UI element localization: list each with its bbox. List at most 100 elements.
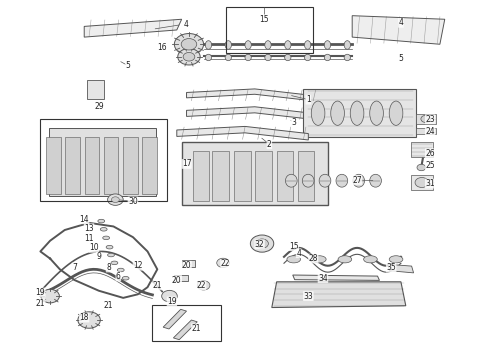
Ellipse shape [106,246,113,249]
Text: 21: 21 [152,281,162,290]
Ellipse shape [122,276,129,280]
Bar [297,152,314,202]
Text: 14: 14 [79,215,89,224]
Bar [104,137,119,194]
Circle shape [178,49,200,65]
Ellipse shape [117,268,124,272]
Ellipse shape [245,54,251,61]
Text: 22: 22 [221,260,230,269]
Ellipse shape [389,256,403,263]
Ellipse shape [338,256,352,263]
Bar [212,152,229,202]
Circle shape [415,177,429,188]
Ellipse shape [336,174,348,187]
Text: 26: 26 [425,149,435,158]
Bar [46,137,61,194]
Ellipse shape [225,41,231,49]
Polygon shape [388,264,414,273]
Ellipse shape [353,174,365,187]
Polygon shape [352,16,445,44]
Bar [225,7,313,53]
Bar [49,128,156,196]
Bar [85,137,99,194]
Circle shape [417,164,426,171]
Bar [174,275,188,281]
Bar [193,152,209,202]
Circle shape [421,115,431,122]
Polygon shape [272,282,406,307]
Ellipse shape [287,256,300,263]
Ellipse shape [265,41,271,49]
Text: 16: 16 [157,43,167,52]
Text: 32: 32 [255,240,265,249]
Circle shape [112,197,119,203]
Text: 13: 13 [84,224,94,233]
Ellipse shape [304,41,311,49]
Text: 21: 21 [104,301,113,310]
Bar [411,175,433,190]
Ellipse shape [311,101,325,125]
Text: 5: 5 [125,61,130,70]
Bar [123,137,138,194]
Bar [182,260,196,267]
Bar [234,152,251,202]
Ellipse shape [225,54,231,61]
Ellipse shape [285,54,291,61]
Circle shape [41,289,59,303]
Ellipse shape [324,54,331,61]
Ellipse shape [313,256,326,263]
Text: 31: 31 [425,179,435,188]
Text: 34: 34 [318,274,328,283]
Ellipse shape [103,236,110,240]
Text: 17: 17 [182,159,192,168]
Text: 22: 22 [196,281,206,290]
Bar [255,152,272,202]
Text: 23: 23 [425,115,435,124]
Circle shape [174,33,203,55]
Text: 20: 20 [182,261,192,270]
Text: 6: 6 [116,272,121,281]
Text: 5: 5 [398,54,403,63]
Ellipse shape [100,228,107,231]
Text: 2: 2 [267,140,272,149]
Text: 21: 21 [192,324,201,333]
Polygon shape [293,275,379,280]
Text: 30: 30 [128,197,138,206]
Bar [142,137,157,194]
Text: 28: 28 [309,254,318,263]
Text: 9: 9 [97,252,101,261]
Ellipse shape [344,41,350,49]
Ellipse shape [265,54,271,61]
Text: 18: 18 [79,313,89,322]
Text: 15: 15 [289,242,298,251]
Circle shape [250,235,274,252]
Ellipse shape [344,54,350,61]
Text: 10: 10 [89,243,99,252]
Polygon shape [187,89,318,102]
Text: 1: 1 [306,95,311,104]
Ellipse shape [364,256,377,263]
Text: 3: 3 [291,118,296,127]
Text: 21: 21 [36,299,45,308]
Bar [277,152,293,202]
Ellipse shape [319,174,331,187]
Ellipse shape [324,41,331,49]
Ellipse shape [304,54,311,61]
Ellipse shape [350,101,364,125]
Text: 29: 29 [94,102,104,111]
Text: 19: 19 [167,297,177,306]
Text: 25: 25 [425,161,435,170]
Bar [152,305,220,341]
Text: 19: 19 [36,288,45,297]
Circle shape [78,312,100,328]
Ellipse shape [98,219,105,223]
Ellipse shape [205,54,212,61]
Circle shape [181,39,197,50]
Text: 7: 7 [72,263,77,272]
Text: 4: 4 [398,18,403,27]
Polygon shape [163,309,187,329]
Text: 27: 27 [352,176,362,185]
Bar [65,137,80,194]
Bar [411,143,433,157]
Ellipse shape [331,101,344,125]
